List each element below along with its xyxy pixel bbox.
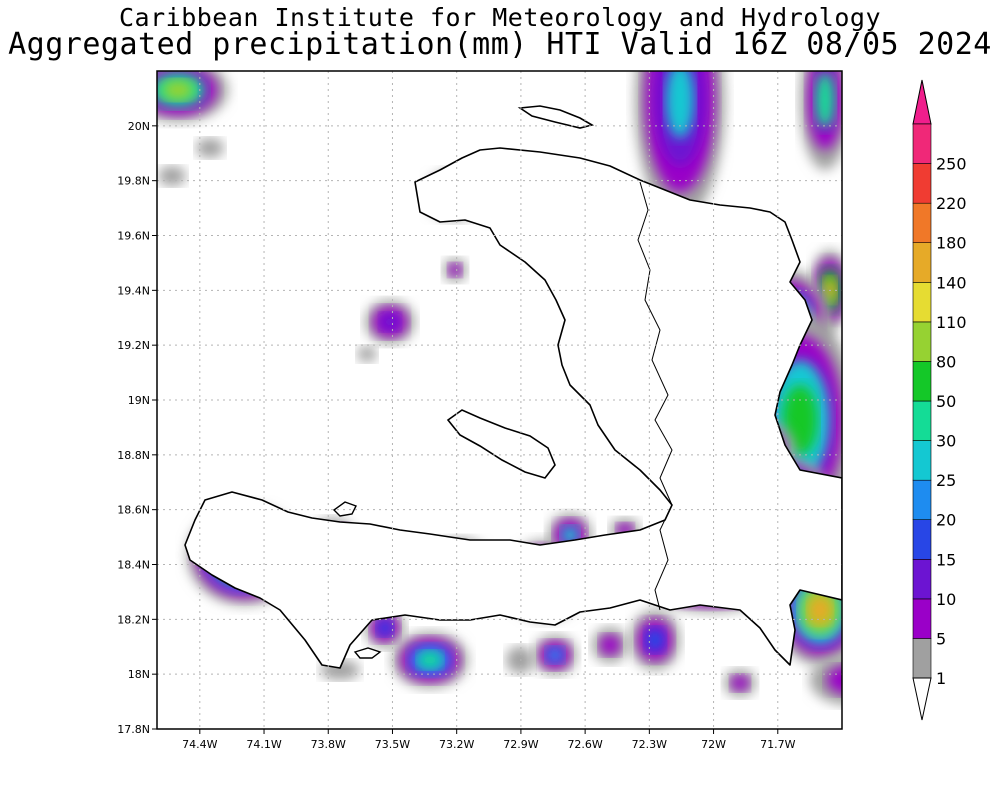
- colorbar-label: 20: [936, 511, 956, 530]
- lat-tick-label: 18N: [128, 668, 150, 681]
- longitude-ticks: 74.4W 74.1W 73.8W 73.5W 73.2W 72.9W 72.6W 72.3W…: [182, 729, 796, 751]
- colorbar-swatch: [912, 519, 932, 560]
- colorbar-label: 80: [936, 352, 956, 371]
- precip-cell: [506, 646, 534, 674]
- precip-cell: [826, 666, 842, 694]
- colorbar-swatch: [912, 281, 932, 323]
- precip-cell: [644, 627, 666, 653]
- colorbar-label: 250: [936, 155, 967, 174]
- colorbar-swatch: [912, 202, 932, 244]
- precip-cell: [545, 646, 565, 664]
- colorbar-label: 110: [936, 313, 967, 332]
- precip-cell: [357, 346, 377, 362]
- lat-tick-label: 18.4N: [117, 559, 150, 572]
- precip-cell: [599, 634, 621, 656]
- colorbar-swatch: [912, 598, 932, 639]
- lon-tick-label: 73.5W: [375, 738, 410, 751]
- latitude-ticks: 17.8N 18N 18.2N 18.4N 18.6N 18.8N 19N 19.2N 19.4…: [117, 120, 157, 736]
- colorbar-label: 10: [936, 590, 956, 609]
- colorbar-swatch: [912, 440, 932, 481]
- colorbar-label: 1: [936, 669, 946, 688]
- colorbar-swatch: [912, 321, 932, 362]
- gonave-island: [446, 409, 556, 479]
- lon-tick-label: 72.9W: [503, 738, 538, 751]
- colorbar-label: 180: [936, 234, 967, 253]
- colorbar-label: 5: [936, 629, 946, 648]
- lon-tick-label: 74.4W: [182, 738, 217, 751]
- precip-cell: [730, 674, 750, 692]
- precip-cell: [665, 71, 695, 139]
- colorbar-swatch: [912, 163, 932, 204]
- precip-cell: [814, 71, 836, 129]
- lat-tick-label: 18.2N: [117, 613, 150, 626]
- precip-cell: [158, 166, 186, 186]
- lon-tick-label: 73.2W: [439, 738, 474, 751]
- precip-cell: [196, 138, 224, 158]
- precip-cell: [162, 79, 194, 101]
- hispaniola-coastline: [184, 147, 842, 669]
- border-line: [637, 181, 673, 611]
- colorbar-label: 15: [936, 550, 956, 569]
- lat-tick-label: 19.8N: [117, 175, 150, 188]
- vache-island: [353, 647, 382, 659]
- precip-cell: [810, 655, 842, 705]
- colorbar-label: 25: [936, 471, 956, 490]
- lon-tick-label: 73.8W: [311, 738, 346, 751]
- lat-tick-label: 17.8N: [117, 723, 150, 736]
- precip-cell: [448, 263, 462, 277]
- precip-cell: [808, 595, 832, 625]
- colorbar-swatch: [912, 400, 932, 441]
- lon-tick-label: 71.7W: [760, 738, 795, 751]
- institution-title: Caribbean Institute for Meteorology and …: [118, 3, 881, 32]
- colorbar-swatch: [912, 361, 932, 402]
- colorbar-label: 220: [936, 194, 967, 213]
- lat-tick-label: 18.6N: [117, 504, 150, 517]
- lat-tick-label: 18.8N: [117, 449, 150, 462]
- cayemites-island: [332, 501, 357, 517]
- colorbar-label: 50: [936, 392, 956, 411]
- lat-tick-label: 19.2N: [117, 339, 150, 352]
- colorbar-label: 30: [936, 432, 956, 451]
- lat-tick-label: 20N: [128, 120, 150, 133]
- lon-tick-label: 72.6W: [567, 738, 602, 751]
- precip-cell: [417, 651, 443, 669]
- colorbar-top-arrow: [912, 79, 932, 125]
- colorbar-label: 140: [936, 273, 967, 292]
- lon-tick-label: 72.3W: [632, 738, 667, 751]
- lon-tick-label: 74.1W: [246, 738, 281, 751]
- lat-tick-label: 19.6N: [117, 230, 150, 243]
- lon-tick-label: 72W: [701, 738, 726, 751]
- colorbar-swatch: [912, 558, 932, 600]
- lat-tick-label: 19.4N: [117, 284, 150, 297]
- colorbar-swatch: [912, 123, 932, 164]
- colorbar-swatch: [912, 479, 932, 521]
- tortuga-island: [517, 105, 595, 129]
- precip-cell: [379, 312, 401, 332]
- colorbar-swatch: [912, 242, 932, 283]
- colorbar-bottom-arrow: [912, 677, 932, 721]
- colorbar-swatch: [912, 638, 932, 679]
- product-title: Aggregated precipitation(mm) HTI Valid 1…: [8, 27, 992, 62]
- lat-tick-label: 19N: [128, 394, 150, 407]
- precip-cell: [376, 619, 394, 637]
- land-outline: [184, 105, 842, 669]
